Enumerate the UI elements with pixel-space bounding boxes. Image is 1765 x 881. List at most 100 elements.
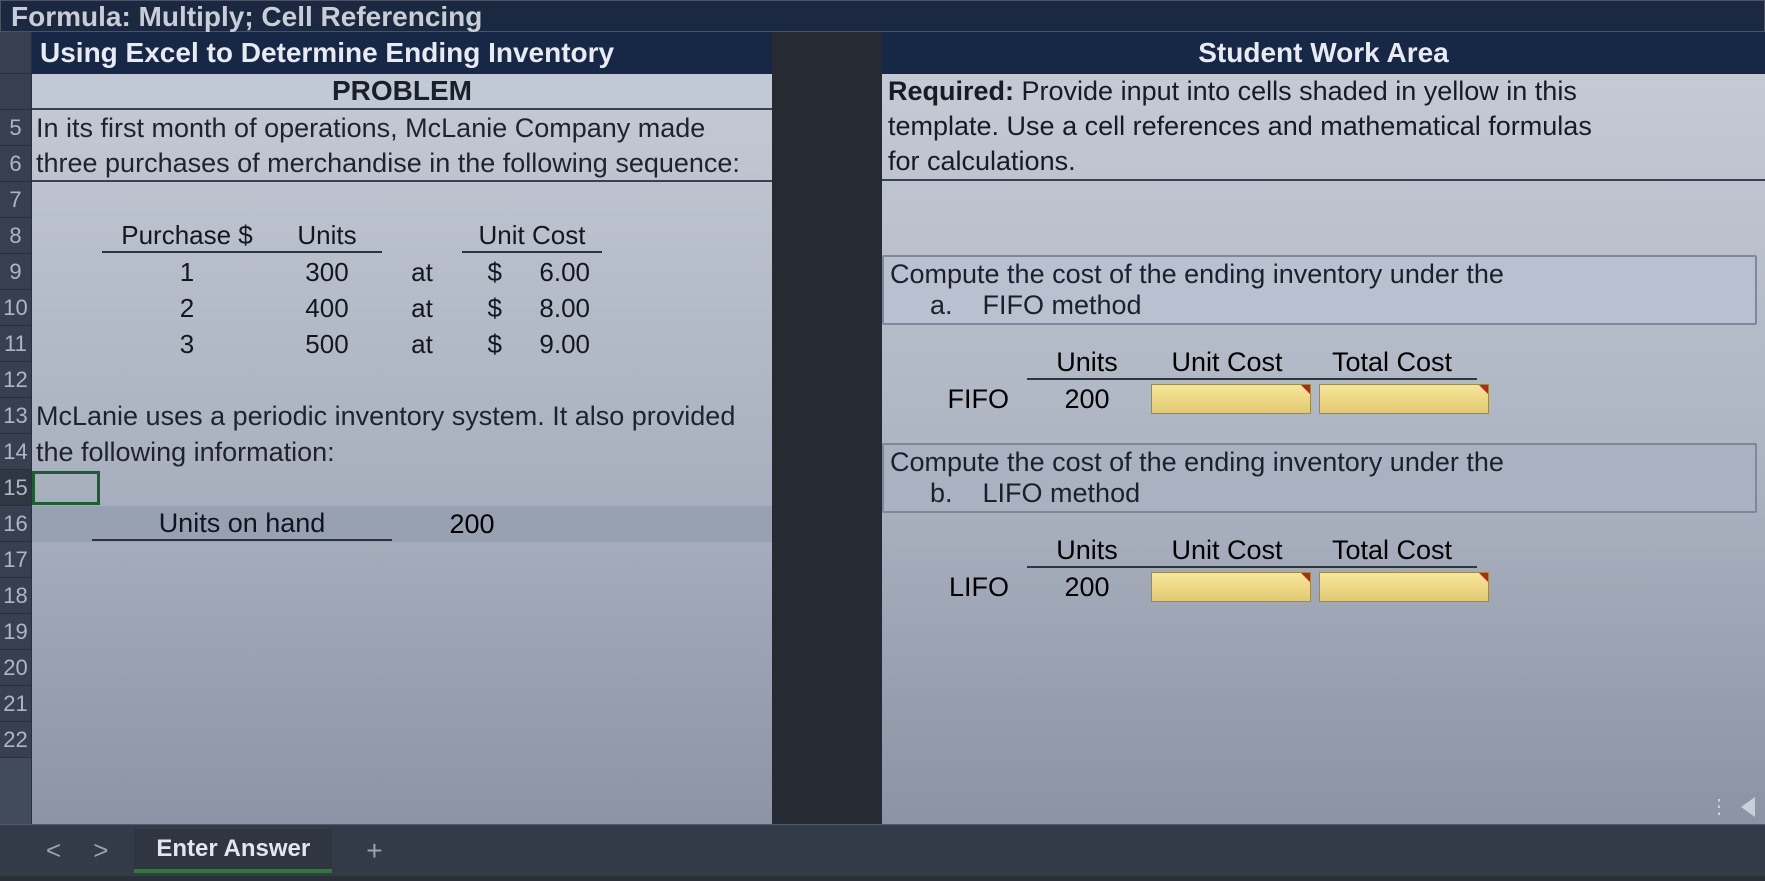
header-unit-cost: Unit Cost bbox=[1147, 347, 1307, 380]
work-area-pane: Student Work Area Required: Provide inpu… bbox=[882, 32, 1765, 824]
fifo-header-row: Units Unit Cost Total Cost bbox=[882, 345, 1765, 381]
lifo-total-cost-input[interactable] bbox=[1319, 572, 1489, 602]
row-header[interactable]: 6 bbox=[0, 146, 31, 182]
row-header[interactable]: 5 bbox=[0, 110, 31, 146]
sheet-tab-active[interactable]: Enter Answer bbox=[134, 829, 332, 873]
problem-line3: McLanie uses a periodic inventory system… bbox=[32, 398, 772, 434]
blank-row bbox=[32, 362, 772, 398]
cell-dollar: $ bbox=[462, 257, 502, 288]
required-line1: Required: Provide input into cells shade… bbox=[882, 74, 1765, 109]
problem-title: Using Excel to Determine Ending Inventor… bbox=[32, 32, 772, 74]
units-on-hand-label: Units on hand bbox=[92, 508, 392, 541]
sheet-tab-bar: < > Enter Answer + bbox=[0, 824, 1765, 876]
compute-fifo-method: FIFO method bbox=[983, 290, 1142, 321]
active-cell[interactable] bbox=[32, 471, 100, 505]
compute-lifo-box: Compute the cost of the ending inventory… bbox=[882, 443, 1757, 513]
purchase-row: 2 400 at $ 8.00 bbox=[32, 290, 772, 326]
row-header[interactable]: 22 bbox=[0, 722, 31, 758]
cell-purchase-num[interactable]: 3 bbox=[102, 329, 272, 360]
problem-subtitle: PROBLEM bbox=[32, 74, 772, 110]
scroll-menu-icon[interactable]: ⋮ bbox=[1709, 794, 1731, 819]
cell-units[interactable]: 400 bbox=[272, 293, 382, 324]
scroll-left-icon[interactable] bbox=[1741, 797, 1755, 817]
add-sheet-button[interactable]: + bbox=[352, 835, 396, 867]
row-header[interactable]: 14 bbox=[0, 434, 31, 470]
compute-lifo-method: LIFO method bbox=[983, 478, 1141, 509]
header-purchase: Purchase $ bbox=[102, 220, 272, 253]
cell-units[interactable]: 300 bbox=[272, 257, 382, 288]
blank-row bbox=[882, 217, 1765, 253]
row-header[interactable]: 9 bbox=[0, 254, 31, 290]
cell-purchase-num[interactable]: 2 bbox=[102, 293, 272, 324]
tab-prev-icon[interactable]: < bbox=[40, 835, 67, 866]
cell-cost[interactable]: 6.00 bbox=[502, 257, 602, 288]
row-header[interactable]: 18 bbox=[0, 578, 31, 614]
blank-row bbox=[882, 417, 1765, 441]
spreadsheet-area: 5 6 7 8 9 10 11 12 13 14 15 16 17 18 19 … bbox=[0, 32, 1765, 824]
row-header[interactable]: 11 bbox=[0, 326, 31, 362]
row-header[interactable]: 12 bbox=[0, 362, 31, 398]
lifo-header-row: Units Unit Cost Total Cost bbox=[882, 533, 1765, 569]
header-total-cost: Total Cost bbox=[1307, 535, 1477, 568]
blank-row bbox=[882, 181, 1765, 217]
cell-at: at bbox=[382, 293, 462, 324]
row-header[interactable] bbox=[0, 32, 31, 74]
row-header[interactable]: 10 bbox=[0, 290, 31, 326]
required-text-a: Provide input into cells shaded in yello… bbox=[1014, 76, 1577, 106]
lifo-unit-cost-input[interactable] bbox=[1151, 572, 1311, 602]
row-header[interactable]: 17 bbox=[0, 542, 31, 578]
required-label: Required: bbox=[888, 76, 1014, 106]
units-on-hand-value[interactable]: 200 bbox=[392, 509, 552, 540]
formula-bar[interactable]: Formula: Multiply; Cell Referencing bbox=[0, 0, 1765, 32]
compute-lifo-label-b: b. bbox=[930, 478, 953, 509]
required-line3: for calculations. bbox=[882, 144, 1765, 181]
cell-units[interactable]: 500 bbox=[272, 329, 382, 360]
row-header[interactable]: 19 bbox=[0, 614, 31, 650]
header-units: Units bbox=[1027, 347, 1147, 380]
work-area-title: Student Work Area bbox=[882, 32, 1765, 74]
lifo-label: LIFO bbox=[882, 572, 1027, 603]
header-units: Units bbox=[272, 220, 382, 253]
row-header[interactable]: 13 bbox=[0, 398, 31, 434]
fifo-total-cost-input[interactable] bbox=[1319, 384, 1489, 414]
required-line2: template. Use a cell references and math… bbox=[882, 109, 1765, 144]
blank-row bbox=[32, 182, 772, 218]
lifo-value-row: LIFO 200 bbox=[882, 569, 1765, 605]
cell-purchase-num[interactable]: 1 bbox=[102, 257, 272, 288]
row-header[interactable]: 21 bbox=[0, 686, 31, 722]
row-header-column: 5 6 7 8 9 10 11 12 13 14 15 16 17 18 19 … bbox=[0, 32, 32, 824]
header-total-cost: Total Cost bbox=[1307, 347, 1477, 380]
compute-fifo-line1: Compute the cost of the ending inventory… bbox=[890, 259, 1749, 290]
problem-line4: the following information: bbox=[32, 434, 772, 470]
fifo-unit-cost-input[interactable] bbox=[1151, 384, 1311, 414]
fifo-units[interactable]: 200 bbox=[1027, 384, 1147, 415]
blank-row bbox=[882, 327, 1765, 345]
blank-row bbox=[882, 515, 1765, 533]
row-header[interactable]: 16 bbox=[0, 506, 31, 542]
cell-dollar: $ bbox=[462, 293, 502, 324]
fifo-value-row: FIFO 200 bbox=[882, 381, 1765, 417]
row-header[interactable] bbox=[0, 74, 31, 110]
row-header[interactable]: 15 bbox=[0, 470, 31, 506]
row-header[interactable]: 8 bbox=[0, 218, 31, 254]
purchase-row: 3 500 at $ 9.00 bbox=[32, 326, 772, 362]
compute-lifo-line1: Compute the cost of the ending inventory… bbox=[890, 447, 1749, 478]
problem-line1: In its first month of operations, McLani… bbox=[32, 110, 772, 146]
tab-next-icon[interactable]: > bbox=[87, 835, 114, 866]
cell-cost[interactable]: 9.00 bbox=[502, 329, 602, 360]
pane-gap bbox=[772, 32, 882, 824]
cell-at: at bbox=[382, 329, 462, 360]
fifo-label: FIFO bbox=[882, 384, 1027, 415]
problem-line2: three purchases of merchandise in the fo… bbox=[32, 146, 772, 182]
cell-at: at bbox=[382, 257, 462, 288]
units-on-hand-row: Units on hand 200 bbox=[32, 506, 772, 542]
purchase-row: 1 300 at $ 6.00 bbox=[32, 254, 772, 290]
row-header[interactable]: 20 bbox=[0, 650, 31, 686]
problem-pane: Using Excel to Determine Ending Inventor… bbox=[32, 32, 772, 824]
compute-fifo-box: Compute the cost of the ending inventory… bbox=[882, 255, 1757, 325]
header-unit-cost: Unit Cost bbox=[1147, 535, 1307, 568]
lifo-units[interactable]: 200 bbox=[1027, 572, 1147, 603]
grid: Using Excel to Determine Ending Inventor… bbox=[32, 32, 1765, 824]
row-header[interactable]: 7 bbox=[0, 182, 31, 218]
cell-cost[interactable]: 8.00 bbox=[502, 293, 602, 324]
